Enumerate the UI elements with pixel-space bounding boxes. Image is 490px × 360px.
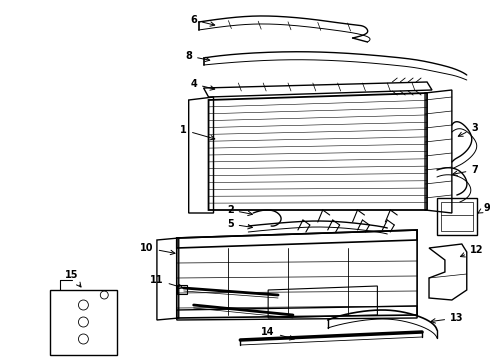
Text: 5: 5 bbox=[227, 219, 252, 229]
Text: 11: 11 bbox=[150, 275, 183, 289]
Text: 10: 10 bbox=[140, 243, 175, 255]
Text: 2: 2 bbox=[227, 205, 252, 216]
Text: 12: 12 bbox=[461, 245, 484, 257]
Text: 1: 1 bbox=[180, 125, 215, 140]
Text: 13: 13 bbox=[431, 313, 464, 323]
Text: 7: 7 bbox=[453, 165, 478, 176]
Text: 6: 6 bbox=[190, 15, 215, 26]
Text: 14: 14 bbox=[261, 327, 294, 340]
Text: 8: 8 bbox=[185, 51, 210, 62]
Text: 15: 15 bbox=[65, 270, 81, 287]
Text: 4: 4 bbox=[190, 79, 215, 90]
Text: 3: 3 bbox=[458, 123, 478, 136]
Text: 9: 9 bbox=[478, 203, 490, 213]
